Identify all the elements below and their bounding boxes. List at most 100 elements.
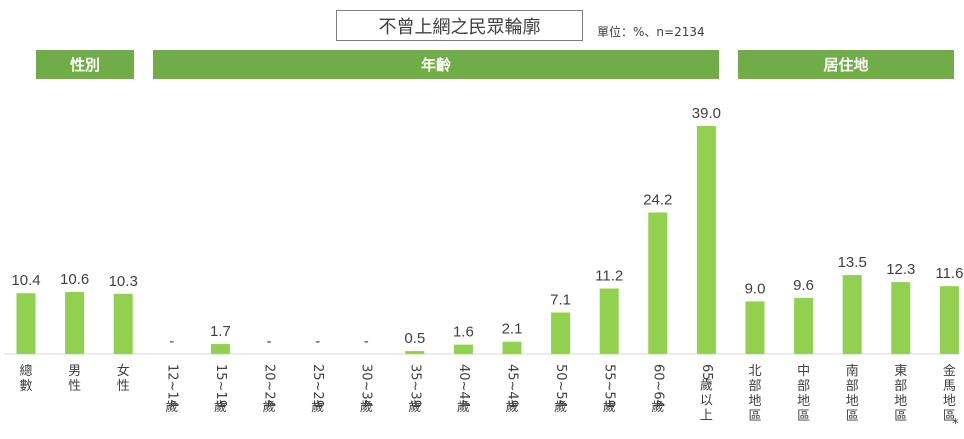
data-label: 12.3 (886, 261, 915, 278)
svg-text:歲: 歲 (214, 400, 227, 415)
data-label: 1.7 (210, 323, 231, 340)
svg-text:55~59: 55~59 (602, 364, 617, 408)
data-label: 10.3 (109, 273, 138, 290)
svg-text:以: 以 (700, 393, 713, 408)
svg-text:北: 北 (748, 364, 761, 379)
category-label: 男性 (68, 364, 81, 394)
category-label: 35~39歲 (407, 364, 422, 415)
svg-text:區: 區 (797, 409, 810, 424)
svg-text:南: 南 (846, 363, 859, 379)
svg-text:歲: 歲 (603, 400, 616, 415)
bar (891, 282, 911, 354)
bar (648, 212, 668, 354)
svg-text:數: 數 (19, 379, 32, 394)
svg-text:50~54: 50~54 (553, 364, 568, 408)
svg-text:歲: 歲 (165, 400, 178, 415)
svg-text:40~44: 40~44 (456, 364, 471, 408)
bar (210, 344, 230, 354)
group-header-age: 年齡 (153, 50, 719, 79)
bar (453, 344, 473, 354)
bar (405, 351, 425, 354)
bar (599, 288, 619, 354)
data-label: 0.5 (404, 330, 425, 347)
data-label: 39.0 (692, 105, 721, 122)
svg-text:歲: 歲 (262, 400, 275, 415)
category-label: 20~24歲 (262, 364, 277, 415)
data-label: 10.6 (60, 271, 89, 288)
svg-text:地: 地 (943, 394, 956, 409)
svg-text:歲: 歲 (651, 400, 664, 415)
group-header-gender: 性別 (36, 50, 134, 79)
data-label: 9.6 (793, 277, 814, 294)
svg-text:性: 性 (68, 379, 81, 394)
data-label: 11.6 (935, 265, 963, 282)
data-label: - (315, 333, 320, 350)
svg-text:部: 部 (797, 379, 810, 394)
svg-text:部: 部 (894, 379, 907, 394)
data-label: 1.6 (453, 324, 474, 341)
bar (65, 292, 85, 354)
svg-text:20~24: 20~24 (262, 364, 277, 408)
svg-text:區: 區 (846, 409, 859, 424)
svg-text:馬: 馬 (943, 379, 956, 394)
svg-text:60~64: 60~64 (650, 364, 665, 408)
bar (939, 286, 959, 354)
category-label: 15~19歲 (213, 364, 228, 415)
bar (551, 312, 571, 354)
data-label: 7.1 (550, 291, 571, 308)
svg-text:25~29: 25~29 (310, 364, 325, 408)
category-label: 50~54歲 (553, 364, 568, 415)
data-label: 9.0 (745, 280, 766, 297)
svg-text:歲: 歲 (505, 400, 518, 415)
svg-text:部: 部 (748, 379, 761, 394)
svg-text:*: * (952, 417, 959, 432)
svg-text:區: 區 (748, 409, 761, 424)
unit-note: 單位：%、n=2134 (597, 25, 705, 39)
svg-text:區: 區 (943, 409, 956, 424)
svg-text:女: 女 (117, 363, 130, 379)
bar (745, 301, 765, 354)
category-label: 60~64歲 (650, 364, 665, 415)
chart-title: 不曾上網之民眾輪廓 (336, 10, 583, 41)
data-label: 13.5 (838, 254, 867, 271)
svg-text:35~39: 35~39 (407, 364, 422, 408)
data-label: - (267, 333, 272, 350)
bar (842, 275, 862, 354)
svg-text:歲: 歲 (408, 400, 421, 415)
svg-text:歲: 歲 (311, 400, 324, 415)
svg-text:歲: 歲 (457, 400, 470, 415)
bar (113, 293, 133, 354)
svg-text:15~19: 15~19 (213, 364, 228, 408)
data-label: 24.2 (643, 192, 672, 209)
svg-text:歲: 歲 (360, 400, 373, 415)
category-label: 30~34歲 (359, 364, 374, 415)
svg-text:東: 東 (894, 363, 907, 379)
svg-text:歲: 歲 (554, 400, 567, 415)
svg-text:地: 地 (894, 394, 907, 409)
svg-text:30~34: 30~34 (359, 364, 374, 408)
group-header-region: 居住地 (738, 50, 954, 79)
svg-text:12~14: 12~14 (164, 364, 179, 408)
bar (696, 126, 716, 354)
svg-text:地: 地 (748, 394, 761, 409)
svg-text:上: 上 (700, 408, 713, 423)
svg-text:45~49: 45~49 (505, 364, 520, 408)
category-label: 40~44歲 (456, 364, 471, 415)
category-label: 55~59歲 (602, 364, 617, 415)
data-label: 11.2 (595, 268, 623, 285)
svg-text:區: 區 (894, 409, 907, 424)
category-label: 25~29歲 (310, 364, 325, 415)
bar (794, 297, 814, 354)
bar (502, 341, 522, 354)
data-label: - (169, 333, 174, 350)
svg-text:總: 總 (19, 363, 32, 379)
svg-text:性: 性 (117, 379, 130, 394)
category-label: 45~49歲 (505, 364, 520, 415)
